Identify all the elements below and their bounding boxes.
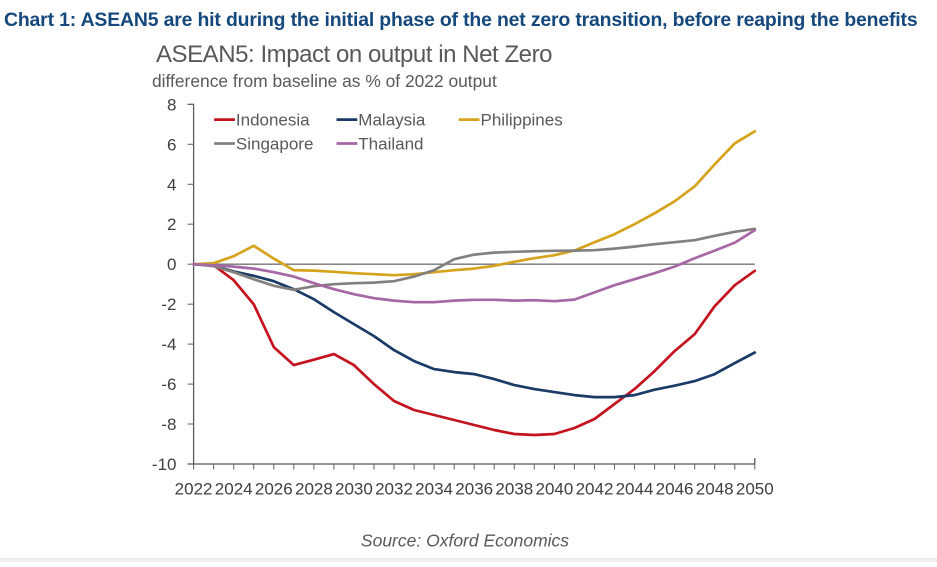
svg-text:2038: 2038 [495, 479, 533, 498]
svg-text:Indonesia: Indonesia [236, 111, 310, 130]
svg-text:2044: 2044 [616, 479, 654, 498]
svg-text:2032: 2032 [375, 479, 413, 498]
svg-text:2048: 2048 [696, 479, 734, 498]
svg-text:-8: -8 [161, 415, 176, 434]
svg-text:Singapore: Singapore [236, 135, 314, 154]
svg-text:4: 4 [167, 175, 176, 194]
svg-text:ASEAN5: Impact on output in Ne: ASEAN5: Impact on output in Net Zero [156, 41, 552, 68]
svg-text:8: 8 [167, 95, 176, 114]
svg-text:difference from baseline as %: difference from baseline as % of 2022 ou… [152, 71, 497, 91]
svg-text:0: 0 [167, 255, 176, 274]
svg-text:Chart 1: ASEAN5 are hit during: Chart 1: ASEAN5 are hit during the initi… [4, 9, 917, 31]
svg-text:-4: -4 [161, 335, 176, 354]
svg-text:Source: Oxford Economics: Source: Oxford Economics [361, 531, 569, 551]
svg-text:-6: -6 [161, 375, 176, 394]
svg-text:2026: 2026 [255, 479, 293, 498]
svg-text:2046: 2046 [656, 479, 694, 498]
svg-text:2024: 2024 [215, 479, 253, 498]
svg-text:Thailand: Thailand [358, 135, 423, 154]
svg-text:-10: -10 [152, 455, 177, 474]
svg-text:2036: 2036 [455, 479, 493, 498]
svg-text:Philippines: Philippines [481, 111, 563, 130]
svg-text:6: 6 [167, 135, 176, 154]
svg-text:Malaysia: Malaysia [358, 111, 426, 130]
svg-text:2028: 2028 [295, 479, 333, 498]
svg-text:2: 2 [167, 215, 176, 234]
svg-text:2030: 2030 [335, 479, 373, 498]
svg-text:2050: 2050 [736, 479, 774, 498]
svg-text:2040: 2040 [535, 479, 573, 498]
svg-text:-2: -2 [161, 295, 176, 314]
svg-text:2042: 2042 [576, 479, 614, 498]
svg-text:2034: 2034 [415, 479, 453, 498]
svg-text:2022: 2022 [175, 479, 213, 498]
